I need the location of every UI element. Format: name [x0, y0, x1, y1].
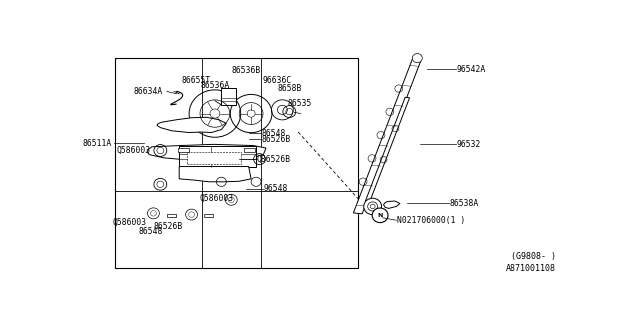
Polygon shape	[365, 97, 410, 201]
Text: 86526B: 86526B	[261, 135, 291, 144]
Text: Q586003: Q586003	[116, 146, 150, 155]
Polygon shape	[147, 144, 266, 160]
Bar	[187, 152, 241, 164]
Text: A871001108: A871001108	[506, 264, 556, 273]
Bar	[178, 148, 189, 152]
Ellipse shape	[247, 110, 255, 117]
Polygon shape	[383, 201, 400, 208]
Polygon shape	[353, 58, 422, 214]
Text: 96542A: 96542A	[457, 65, 486, 74]
Bar	[221, 88, 236, 105]
Text: 86536A: 86536A	[200, 81, 230, 90]
Text: 96548: 96548	[264, 184, 288, 193]
Text: 86526B: 86526B	[154, 222, 182, 231]
Text: 86548: 86548	[138, 227, 163, 236]
Text: 86655T: 86655T	[182, 76, 211, 85]
Text: Q86526B: Q86526B	[257, 155, 291, 164]
Bar	[115, 58, 358, 268]
Text: N: N	[378, 213, 383, 218]
Text: (G9808- ): (G9808- )	[511, 252, 556, 261]
Text: Q586003: Q586003	[112, 218, 147, 227]
Ellipse shape	[370, 204, 375, 209]
Text: 8658B: 8658B	[277, 84, 302, 93]
Text: N021706000(1 ): N021706000(1 )	[397, 216, 466, 225]
Ellipse shape	[364, 198, 381, 215]
Ellipse shape	[412, 53, 422, 63]
Text: 86511A: 86511A	[83, 139, 112, 148]
Text: 86548: 86548	[261, 129, 285, 138]
Text: 96532: 96532	[457, 140, 481, 149]
Text: Q586003: Q586003	[199, 194, 233, 203]
Bar	[167, 214, 176, 217]
FancyBboxPatch shape	[179, 146, 256, 166]
Polygon shape	[157, 117, 227, 132]
Ellipse shape	[372, 208, 388, 223]
Ellipse shape	[210, 109, 220, 118]
Text: 86634A: 86634A	[134, 87, 163, 96]
Bar	[204, 214, 213, 217]
Text: 86535: 86535	[287, 99, 312, 108]
Bar	[244, 148, 255, 152]
Text: 96636C: 96636C	[262, 76, 292, 85]
Polygon shape	[179, 166, 251, 182]
Text: 86538A: 86538A	[449, 199, 479, 208]
Text: 86536B: 86536B	[231, 66, 260, 75]
